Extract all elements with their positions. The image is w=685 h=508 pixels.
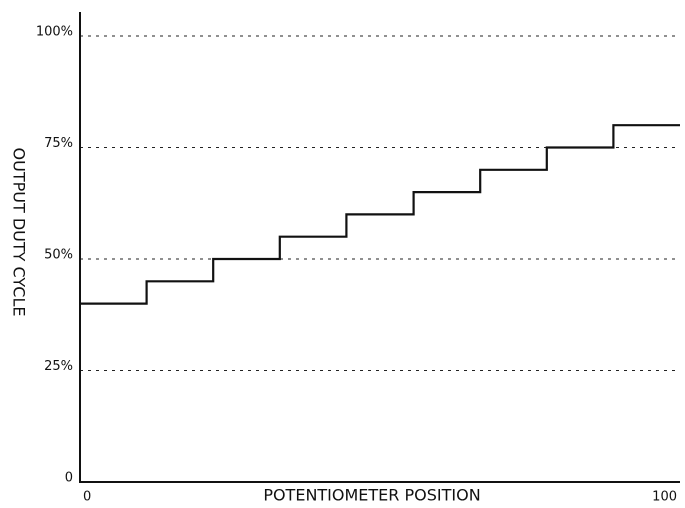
y-tick-label: 50%	[44, 248, 73, 263]
step-line	[80, 124, 680, 305]
x-axis-label: POTENTIOMETER POSITION	[263, 486, 480, 505]
y-tick-label: 75%	[44, 136, 73, 151]
y-tick-label: 25%	[44, 359, 73, 374]
y-tick-label: 0	[65, 471, 73, 486]
y-axis-label: OUTPUT DUTY CYCLE	[10, 148, 29, 317]
x-tick-label: 0	[83, 490, 91, 505]
x-tick-label: 100	[652, 490, 677, 505]
y-tick-label: 100%	[36, 25, 73, 40]
